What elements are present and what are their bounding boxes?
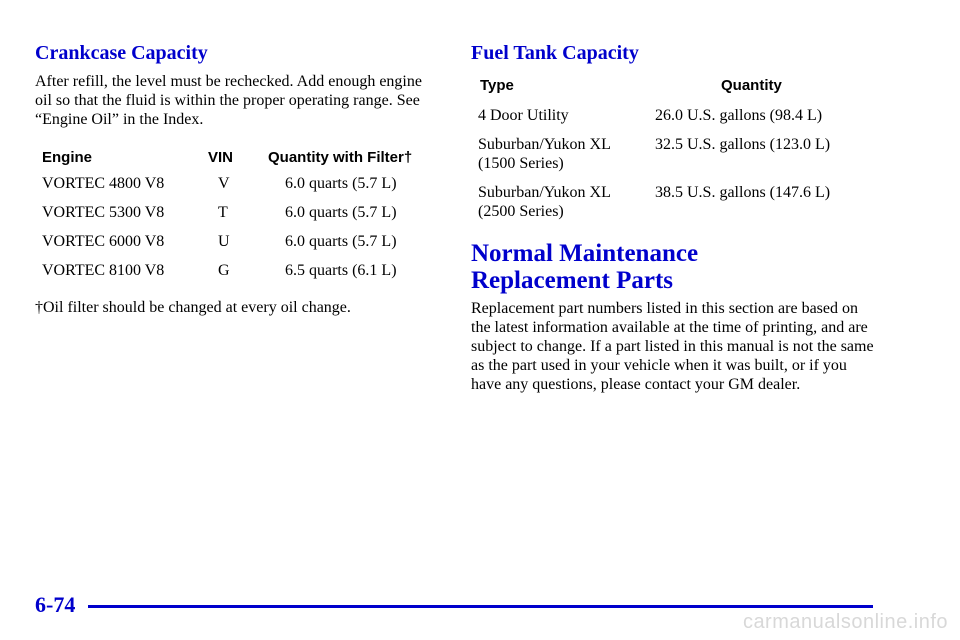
quantity-cell: 32.5 U.S. gallons (123.0 L) xyxy=(655,136,831,153)
header-quantity: Quantity xyxy=(721,77,782,94)
engine-cell: VORTEC 4800 V8 xyxy=(42,175,165,192)
vin-cell: G xyxy=(218,262,230,279)
type-cell: Suburban/Yukon XL (2500 Series) xyxy=(478,184,611,220)
crankcase-title: Crankcase Capacity xyxy=(35,42,208,64)
vin-cell: V xyxy=(218,175,230,192)
vin-cell: T xyxy=(218,204,228,221)
header-type: Type xyxy=(480,77,514,94)
maintenance-body: Replacement part numbers listed in this … xyxy=(471,300,874,393)
crankcase-footnote: †Oil filter should be changed at every o… xyxy=(35,299,351,316)
engine-cell: VORTEC 8100 V8 xyxy=(42,262,165,279)
quantity-cell: 6.0 quarts (5.7 L) xyxy=(285,204,397,221)
fuel-tank-title: Fuel Tank Capacity xyxy=(471,42,639,64)
quantity-cell: 38.5 U.S. gallons (147.6 L) xyxy=(655,184,831,201)
vin-cell: U xyxy=(218,233,230,250)
quantity-cell: 6.5 quarts (6.1 L) xyxy=(285,262,397,279)
page-number: 6-74 xyxy=(35,592,76,617)
quantity-cell: 6.0 quarts (5.7 L) xyxy=(285,233,397,250)
type-cell: Suburban/Yukon XL (1500 Series) xyxy=(478,136,611,172)
quantity-cell: 6.0 quarts (5.7 L) xyxy=(285,175,397,192)
maintenance-title: Normal Maintenance Replacement Parts xyxy=(471,240,699,294)
header-vin: VIN xyxy=(208,149,234,166)
quantity-cell: 26.0 U.S. gallons (98.4 L) xyxy=(655,107,823,124)
header-engine: Engine xyxy=(42,149,93,166)
engine-cell: VORTEC 5300 V8 xyxy=(42,204,165,221)
type-cell: 4 Door Utility xyxy=(478,107,569,124)
engine-cell: VORTEC 6000 V8 xyxy=(42,233,165,250)
crankcase-intro: After refill, the level must be rechecke… xyxy=(35,73,422,128)
header-quantity: Quantity with Filter† xyxy=(268,149,413,166)
footer-rule xyxy=(88,605,873,608)
watermark-text: carmanualsonline.info xyxy=(742,611,948,633)
